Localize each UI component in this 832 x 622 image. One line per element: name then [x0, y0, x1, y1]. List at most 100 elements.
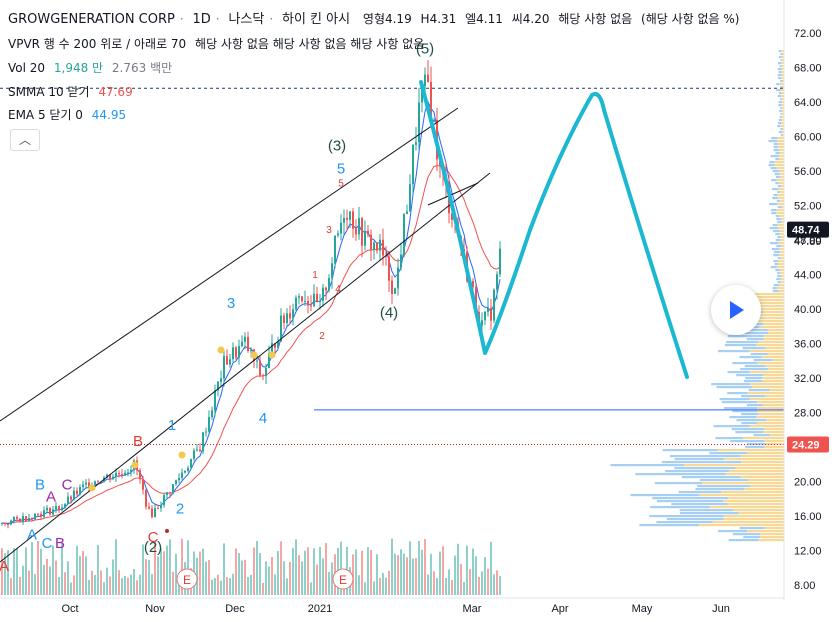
volume-profile-bar-down — [780, 278, 784, 281]
candle-body — [85, 482, 87, 485]
interval[interactable]: 1D — [192, 12, 211, 27]
volume-bar — [52, 545, 54, 595]
candle-body — [130, 469, 132, 473]
volume-profile-bar-up — [699, 479, 749, 482]
volume-profile-bar-down — [777, 140, 784, 143]
volume-bar — [313, 548, 315, 595]
volume-bar — [226, 577, 228, 595]
candle-body — [208, 416, 210, 432]
candle-body — [418, 102, 420, 143]
volume-profile-bar-down — [747, 305, 784, 308]
volume-bar — [331, 562, 333, 595]
volume-bar — [364, 582, 366, 595]
candle-body — [292, 309, 294, 319]
replay-button[interactable] — [711, 285, 761, 335]
wave-label: 1 — [312, 270, 318, 281]
volume-profile-bar-down — [763, 374, 784, 377]
event-marker-circle — [176, 568, 198, 590]
volume-bar — [76, 545, 78, 595]
volume-profile-bar-down — [776, 167, 784, 170]
volume-profile-bar-down — [776, 209, 784, 212]
volume-bar — [250, 574, 252, 595]
ema-value: 44.95 — [91, 108, 127, 122]
volume-bar — [109, 576, 111, 595]
ema-legend[interactable]: EMA 5 닫기 0 44.95 — [8, 108, 131, 122]
candle-body — [310, 305, 312, 307]
volume-profile-bar-down — [729, 470, 784, 473]
vpvr-legend[interactable]: VPVR 행 수 200 위로 / 아래로 70 해당 사항 없음 해당 사항 … — [8, 37, 429, 51]
volume-profile-bar-up — [777, 257, 781, 260]
volume-profile-bar-down — [780, 239, 784, 242]
volume-bar — [37, 540, 39, 595]
volume-bar — [88, 579, 90, 595]
volume-profile-bar-up — [778, 50, 782, 53]
candle-body — [433, 119, 435, 122]
volume-profile-bar-up — [656, 521, 713, 524]
wave-label: 1 — [168, 417, 176, 434]
candle-body — [205, 431, 207, 433]
price-axis[interactable]: 72.00 68.00 64.00 60.00 56.00 52.00 48.00 44.00… — [783, 0, 829, 600]
volume-bar — [367, 547, 369, 595]
volume-profile-bar-down — [751, 386, 784, 389]
volume-profile-bar-up — [695, 488, 745, 491]
volume-bar — [28, 570, 30, 595]
wave-label: A — [0, 558, 9, 575]
volume-profile-bar-down — [770, 434, 784, 437]
volume-bar — [301, 561, 303, 595]
candle-body — [475, 286, 477, 313]
volume-profile-bar-down — [763, 335, 784, 338]
volume-profile-bar-up — [662, 449, 718, 452]
vpvr-label: VPVR 행 수 200 위로 / 아래로 70 — [8, 37, 187, 51]
collapse-legend-button[interactable]: ︿ — [10, 129, 40, 151]
volume-profile-bar-down — [781, 119, 784, 122]
volume-profile-bar-up — [666, 518, 724, 521]
volume-profile-bar-down — [727, 503, 784, 506]
time-axis-label: Dec — [225, 603, 245, 615]
time-axis-label: Apr — [551, 603, 568, 615]
volume-profile-bar-down — [779, 200, 784, 203]
volume-profile-bar-down — [764, 395, 784, 398]
candle-body — [40, 513, 42, 517]
volume-bar — [415, 558, 417, 595]
volume-bar — [409, 541, 411, 595]
volume-bar — [412, 558, 414, 595]
candle-body — [157, 508, 159, 510]
volume-profile-bar-down — [763, 323, 784, 326]
price-axis-tick: 28.00 — [794, 408, 822, 420]
volume-bar — [40, 548, 42, 595]
volume-profile-bar-down — [781, 65, 784, 68]
candle-body — [307, 300, 309, 306]
volume-bar — [166, 545, 168, 595]
volume-bar — [445, 578, 447, 595]
chevron-up-icon: ︿ — [18, 133, 31, 147]
symbol-name[interactable]: GROWGENERATION CORP — [8, 12, 175, 27]
candle-body — [187, 467, 189, 471]
volume-profile-bar-up — [777, 125, 781, 128]
candle-body — [160, 505, 162, 509]
volume-bar — [91, 570, 93, 595]
volume-profile-bar-down — [761, 377, 784, 380]
volume-profile-bar-up — [743, 536, 761, 539]
smma-legend[interactable]: SMMA 10 닫기 47.69 — [8, 85, 138, 99]
volume-profile-bar-up — [610, 464, 685, 467]
wave-label: B — [35, 476, 45, 493]
volume-profile-bar-down — [776, 287, 784, 290]
candle-body — [28, 517, 30, 522]
volume-profile-bar-down — [757, 362, 784, 365]
volume-legend[interactable]: Vol 20 1,948 만 2.763 백만 — [8, 61, 177, 75]
wave-label: C — [148, 529, 159, 546]
time-axis[interactable]: Oct Nov Dec 2021 Mar Apr May Jun — [0, 597, 784, 615]
volume-profile-bar-down — [757, 422, 784, 425]
volume-bar — [289, 561, 291, 595]
wave-label: 4 — [335, 284, 341, 295]
volume-bar — [7, 550, 9, 595]
volume-profile-bar-up — [770, 242, 779, 245]
volume-profile-bar-down — [778, 242, 784, 245]
change-value: 해당 사항 없음 — [558, 12, 633, 26]
volume-bar — [403, 553, 405, 595]
volume-profile-bar-down — [764, 527, 784, 530]
volume-bar — [340, 541, 342, 595]
volume-profile-bar-down — [778, 149, 784, 152]
candle-body — [61, 507, 63, 511]
